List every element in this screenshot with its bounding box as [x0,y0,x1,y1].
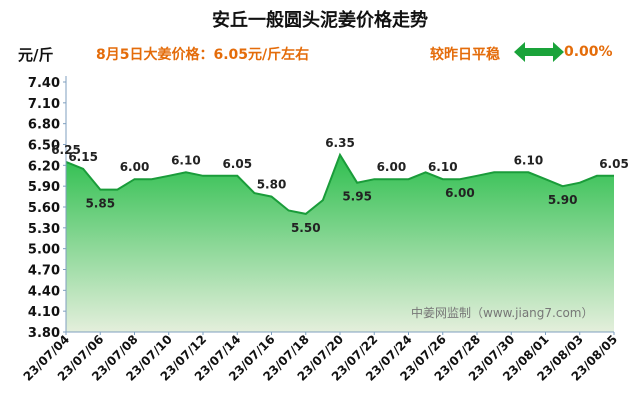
y-tick-label: 6.20 [28,159,60,174]
data-label: 6.00 [377,160,407,174]
y-tick-label: 5.60 [28,201,60,216]
data-label: 6.10 [514,153,544,167]
compare-label: 较昨日平稳 [430,47,500,63]
data-label: 6.10 [428,160,458,174]
data-label: 5.80 [257,178,287,192]
data-label: 5.50 [291,221,321,235]
data-label: 6.05 [222,157,252,171]
y-tick-label: 6.80 [28,118,60,133]
change-value: 0.00% [564,44,613,60]
y-tick-label: 4.10 [28,305,60,320]
chart-title: 安丘一般圆头泥姜价格走势 [212,10,428,31]
data-label: 6.00 [120,160,150,174]
y-tick-label: 6.50 [28,139,60,154]
price-note: 8月5日大姜价格：6.05元/斤左右 [96,47,310,63]
price-line [65,152,614,215]
double-arrow-icon [514,42,564,62]
y-tick-label: 4.70 [28,264,60,279]
price-area [66,154,614,332]
data-label: 6.10 [171,153,201,167]
double-arrow-shape [514,42,564,62]
y-tick-label: 4.40 [28,284,60,299]
data-label: 5.85 [85,197,115,211]
y-tick-label: 3.80 [28,326,60,341]
y-axis-unit: 元/斤 [18,46,54,64]
data-label: 5.90 [548,193,578,207]
data-label: 6.15 [68,150,98,164]
y-tick-label: 7.40 [28,76,60,91]
data-label: 6.05 [599,157,629,171]
y-tick-label: 7.10 [28,97,60,112]
y-tick-label: 5.00 [28,243,60,258]
data-label: 6.25 [51,143,81,157]
y-tick-label: 5.30 [28,222,60,237]
y-tick-label: 5.90 [28,180,60,195]
watermark: 中姜网监制（www.jiang7.com） [411,305,593,320]
data-label: 5.95 [342,190,372,204]
data-label: 6.35 [325,136,355,150]
data-label: 6.00 [445,186,475,200]
